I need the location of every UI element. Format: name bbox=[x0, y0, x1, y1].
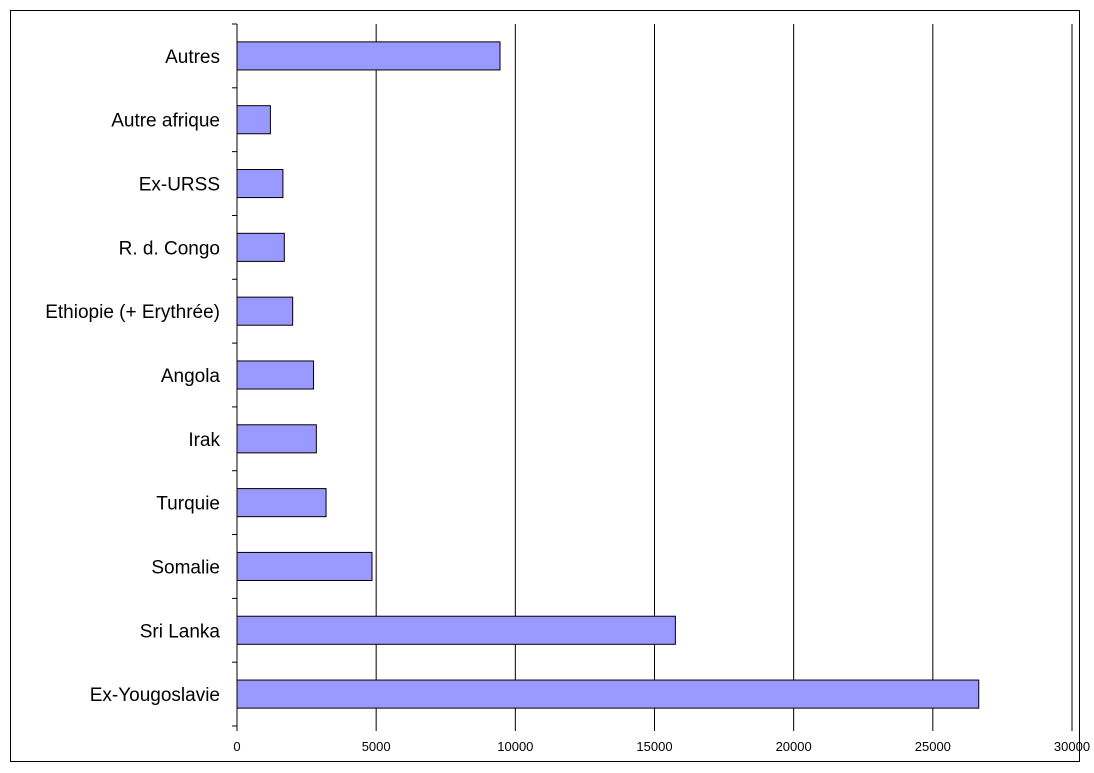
bar bbox=[237, 552, 372, 580]
bar bbox=[237, 489, 326, 517]
category-label: R. d. Congo bbox=[119, 238, 220, 259]
bar bbox=[237, 680, 979, 708]
bar bbox=[237, 425, 316, 453]
x-tick-label: 0 bbox=[233, 739, 240, 754]
category-label: Irak bbox=[188, 430, 220, 451]
category-label: Angola bbox=[161, 366, 221, 387]
bar bbox=[237, 616, 675, 644]
category-label: Autre afrique bbox=[111, 111, 220, 132]
x-tick-label: 25000 bbox=[915, 739, 951, 754]
x-tick-label: 30000 bbox=[1054, 739, 1090, 754]
bar bbox=[237, 361, 314, 389]
x-tick-labels: 0 5000 10000 15000 20000 25000 30000 bbox=[233, 739, 1090, 754]
bar bbox=[237, 297, 293, 325]
x-tick-label: 10000 bbox=[497, 739, 533, 754]
bar bbox=[237, 170, 283, 198]
bars bbox=[237, 42, 979, 708]
category-label: Ex-URSS bbox=[139, 175, 220, 196]
category-label: Turquie bbox=[156, 494, 220, 515]
category-label: Autres bbox=[165, 47, 220, 68]
bar bbox=[237, 106, 270, 134]
bar bbox=[237, 42, 500, 70]
x-tick-label: 20000 bbox=[776, 739, 812, 754]
category-label: Sri Lanka bbox=[140, 621, 221, 642]
category-label: Somalie bbox=[151, 557, 220, 578]
category-labels: Autres Autre afrique Ex-URSS R. d. Congo Eth… bbox=[45, 47, 220, 706]
x-tick-label: 5000 bbox=[362, 739, 391, 754]
x-tick-label: 15000 bbox=[636, 739, 672, 754]
category-label: Ex-Yougoslavie bbox=[90, 685, 220, 706]
bar bbox=[237, 233, 284, 261]
category-label: Ethiopie (+ Erythrée) bbox=[45, 302, 220, 323]
